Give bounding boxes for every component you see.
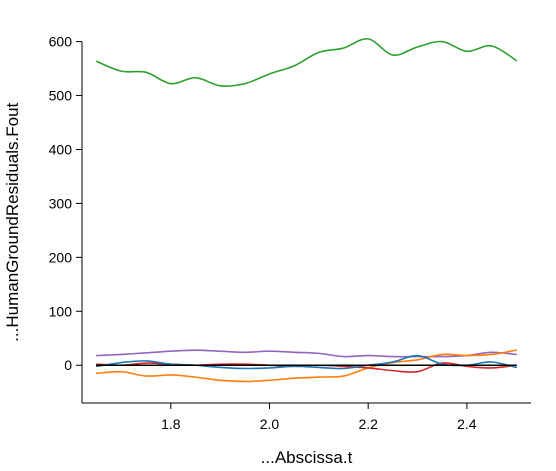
series-layer xyxy=(96,38,517,383)
x-tick-label: 2.0 xyxy=(260,416,280,432)
y-tick-label: 500 xyxy=(49,88,73,104)
y-tick-label: 200 xyxy=(49,249,73,265)
x-tick-label: 2.4 xyxy=(457,416,477,432)
x-tick-label: 1.8 xyxy=(161,416,181,432)
series-line-3 xyxy=(96,349,517,383)
series-line-5 xyxy=(96,354,517,370)
y-axis-title: ...HumanGroundResiduals.Fout xyxy=(3,102,22,341)
series-line-4 xyxy=(96,362,517,373)
y-tick-label: 300 xyxy=(49,195,73,211)
y-tick-label: 400 xyxy=(49,141,73,157)
series-line-2 xyxy=(96,349,517,358)
y-tick-label: 0 xyxy=(64,357,72,373)
x-tick-label: 2.2 xyxy=(358,416,378,432)
y-tick-label: 100 xyxy=(49,303,73,319)
ticks-layer: 0 100 200 300 400 500 600 1.8 2.0 2.2 2.4 xyxy=(49,34,477,432)
series-line-1 xyxy=(96,38,517,87)
y-tick-label: 600 xyxy=(49,34,73,50)
axes-layer xyxy=(81,41,531,404)
x-axis-title: ...Abscissa.t xyxy=(261,448,353,467)
